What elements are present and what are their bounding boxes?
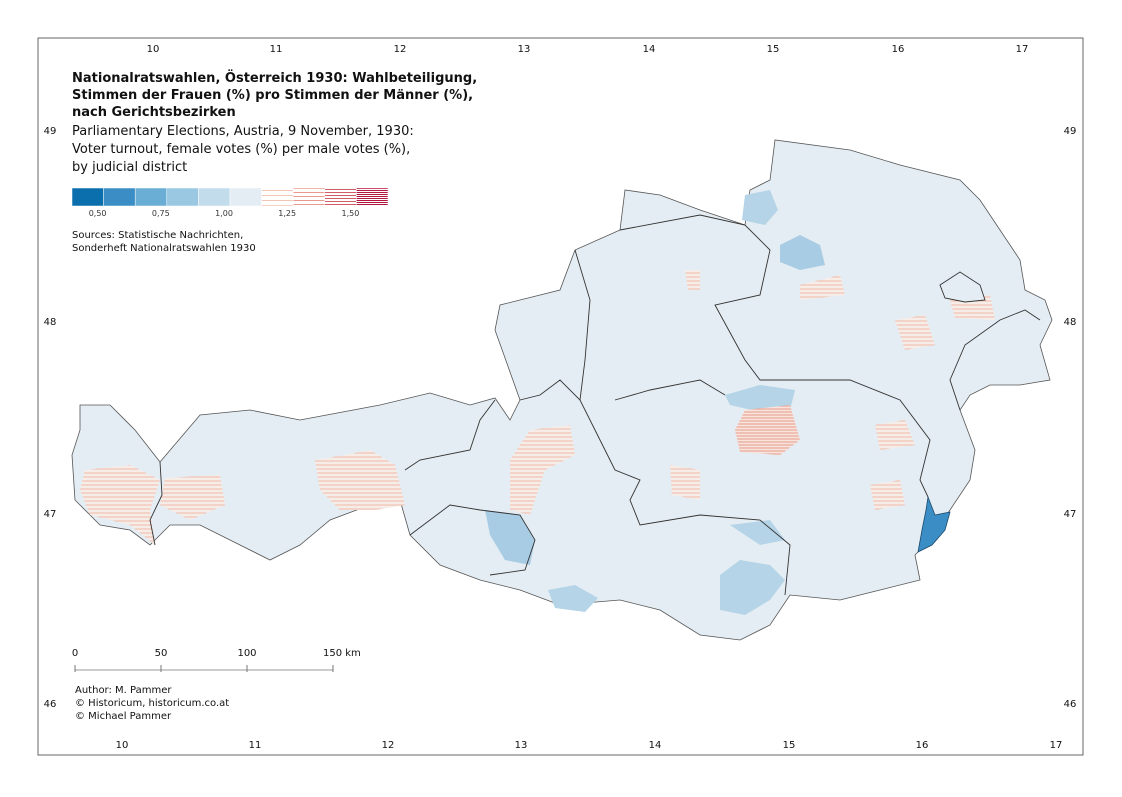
legend-swatch (292, 187, 326, 207)
source-line: Sonderheft Nationalratswahlen 1930 (72, 243, 256, 254)
district-hatch (870, 480, 905, 510)
district-hatch (800, 275, 845, 300)
longitude-label: 13 (515, 740, 528, 751)
scale-label: 0 (72, 648, 78, 659)
district-blue (742, 190, 778, 225)
district-blue (548, 585, 598, 612)
latitude-label: 48 (44, 317, 57, 328)
district-hatch (80, 465, 160, 545)
district-hatch (735, 405, 800, 455)
longitude-label: 14 (643, 44, 656, 55)
longitude-label: 12 (382, 740, 395, 751)
legend-swatch (166, 187, 199, 207)
district-hatch (685, 270, 700, 290)
longitude-label: 15 (767, 44, 780, 55)
legend-label: 1,00 (215, 209, 233, 218)
longitude-label: 14 (649, 740, 662, 751)
state-border (404, 399, 496, 471)
scale-label: 150 km (323, 648, 361, 659)
district-blue (780, 235, 825, 270)
longitude-label: 15 (783, 740, 796, 751)
district-hatch (315, 450, 405, 510)
longitude-label: 16 (916, 740, 929, 751)
legend: 0,50 0,75 1,00 1,25 1,50 (71, 187, 389, 218)
state-border (519, 379, 791, 596)
scale-label: 100 (237, 648, 256, 659)
district-hatch (895, 315, 935, 350)
longitude-label: 16 (892, 44, 905, 55)
vienna (939, 271, 986, 303)
district-blue (485, 510, 535, 565)
scale-bar (74, 665, 334, 672)
district-blue (730, 520, 785, 545)
district-blue (720, 560, 785, 615)
map-frame (37, 37, 1084, 756)
title-line: nach Gerichtsbezirken (72, 105, 236, 120)
longitude-label: 17 (1050, 740, 1063, 751)
district-dark-blue (917, 495, 951, 553)
legend-swatch (103, 187, 136, 207)
district-hatch (160, 475, 225, 520)
longitude-label: 17 (1016, 44, 1029, 55)
austria (71, 139, 1053, 641)
legend-label: 0,50 (89, 209, 107, 218)
longitude-label: 13 (518, 44, 531, 55)
district-hatch (670, 465, 700, 500)
title-block: Nationalratswahlen, Österreich 1930: Wah… (44, 44, 1077, 751)
latitude-label: 46 (44, 699, 57, 710)
legend-swatch (71, 187, 104, 207)
state-border (614, 379, 726, 401)
legend-swatch (198, 187, 231, 207)
state-border (619, 214, 931, 498)
credit-line: Author: M. Pammer (75, 685, 172, 696)
district-hatch (510, 425, 575, 515)
legend-swatch (356, 187, 389, 207)
legend-label: 1,25 (278, 209, 296, 218)
state-border (574, 249, 591, 401)
credit-line: © Historicum, historicum.co.at (75, 698, 229, 709)
legend-swatch (229, 187, 262, 207)
state-border (949, 309, 1041, 411)
longitude-label: 12 (394, 44, 407, 55)
scale-label: 50 (155, 648, 168, 659)
title-line: Stimmen der Frauen (%) pro Stimmen der M… (72, 88, 473, 103)
latitude-label: 49 (44, 126, 57, 137)
latitude-label: 48 (1064, 317, 1077, 328)
longitude-label: 10 (116, 740, 129, 751)
subtitle-line: Voter turnout, female votes (%) per male… (72, 142, 410, 157)
source-line: Sources: Statistische Nachrichten, (72, 230, 243, 241)
credit-line: © Michael Pammer (75, 711, 172, 722)
longitude-label: 11 (270, 44, 283, 55)
district-hatch (875, 420, 915, 450)
state-border (149, 461, 163, 546)
title-line: Nationalratswahlen, Österreich 1930: Wah… (72, 70, 477, 86)
latitude-label: 46 (1064, 699, 1077, 710)
legend-swatch (134, 187, 168, 207)
longitude-label: 10 (147, 44, 160, 55)
latitude-label: 47 (44, 509, 57, 520)
legend-label: 0,75 (152, 209, 170, 218)
legend-swatch (261, 187, 294, 207)
latitude-label: 49 (1064, 126, 1077, 137)
longitude-label: 11 (249, 740, 262, 751)
legend-label: 1,50 (341, 209, 359, 218)
subtitle-line: Parliamentary Elections, Austria, 9 Nove… (72, 124, 414, 139)
district-blue (725, 385, 795, 412)
legend-swatch (324, 187, 357, 207)
subtitle-line: by judicial district (72, 160, 187, 175)
state-border (409, 504, 536, 576)
latitude-label: 47 (1064, 509, 1077, 520)
